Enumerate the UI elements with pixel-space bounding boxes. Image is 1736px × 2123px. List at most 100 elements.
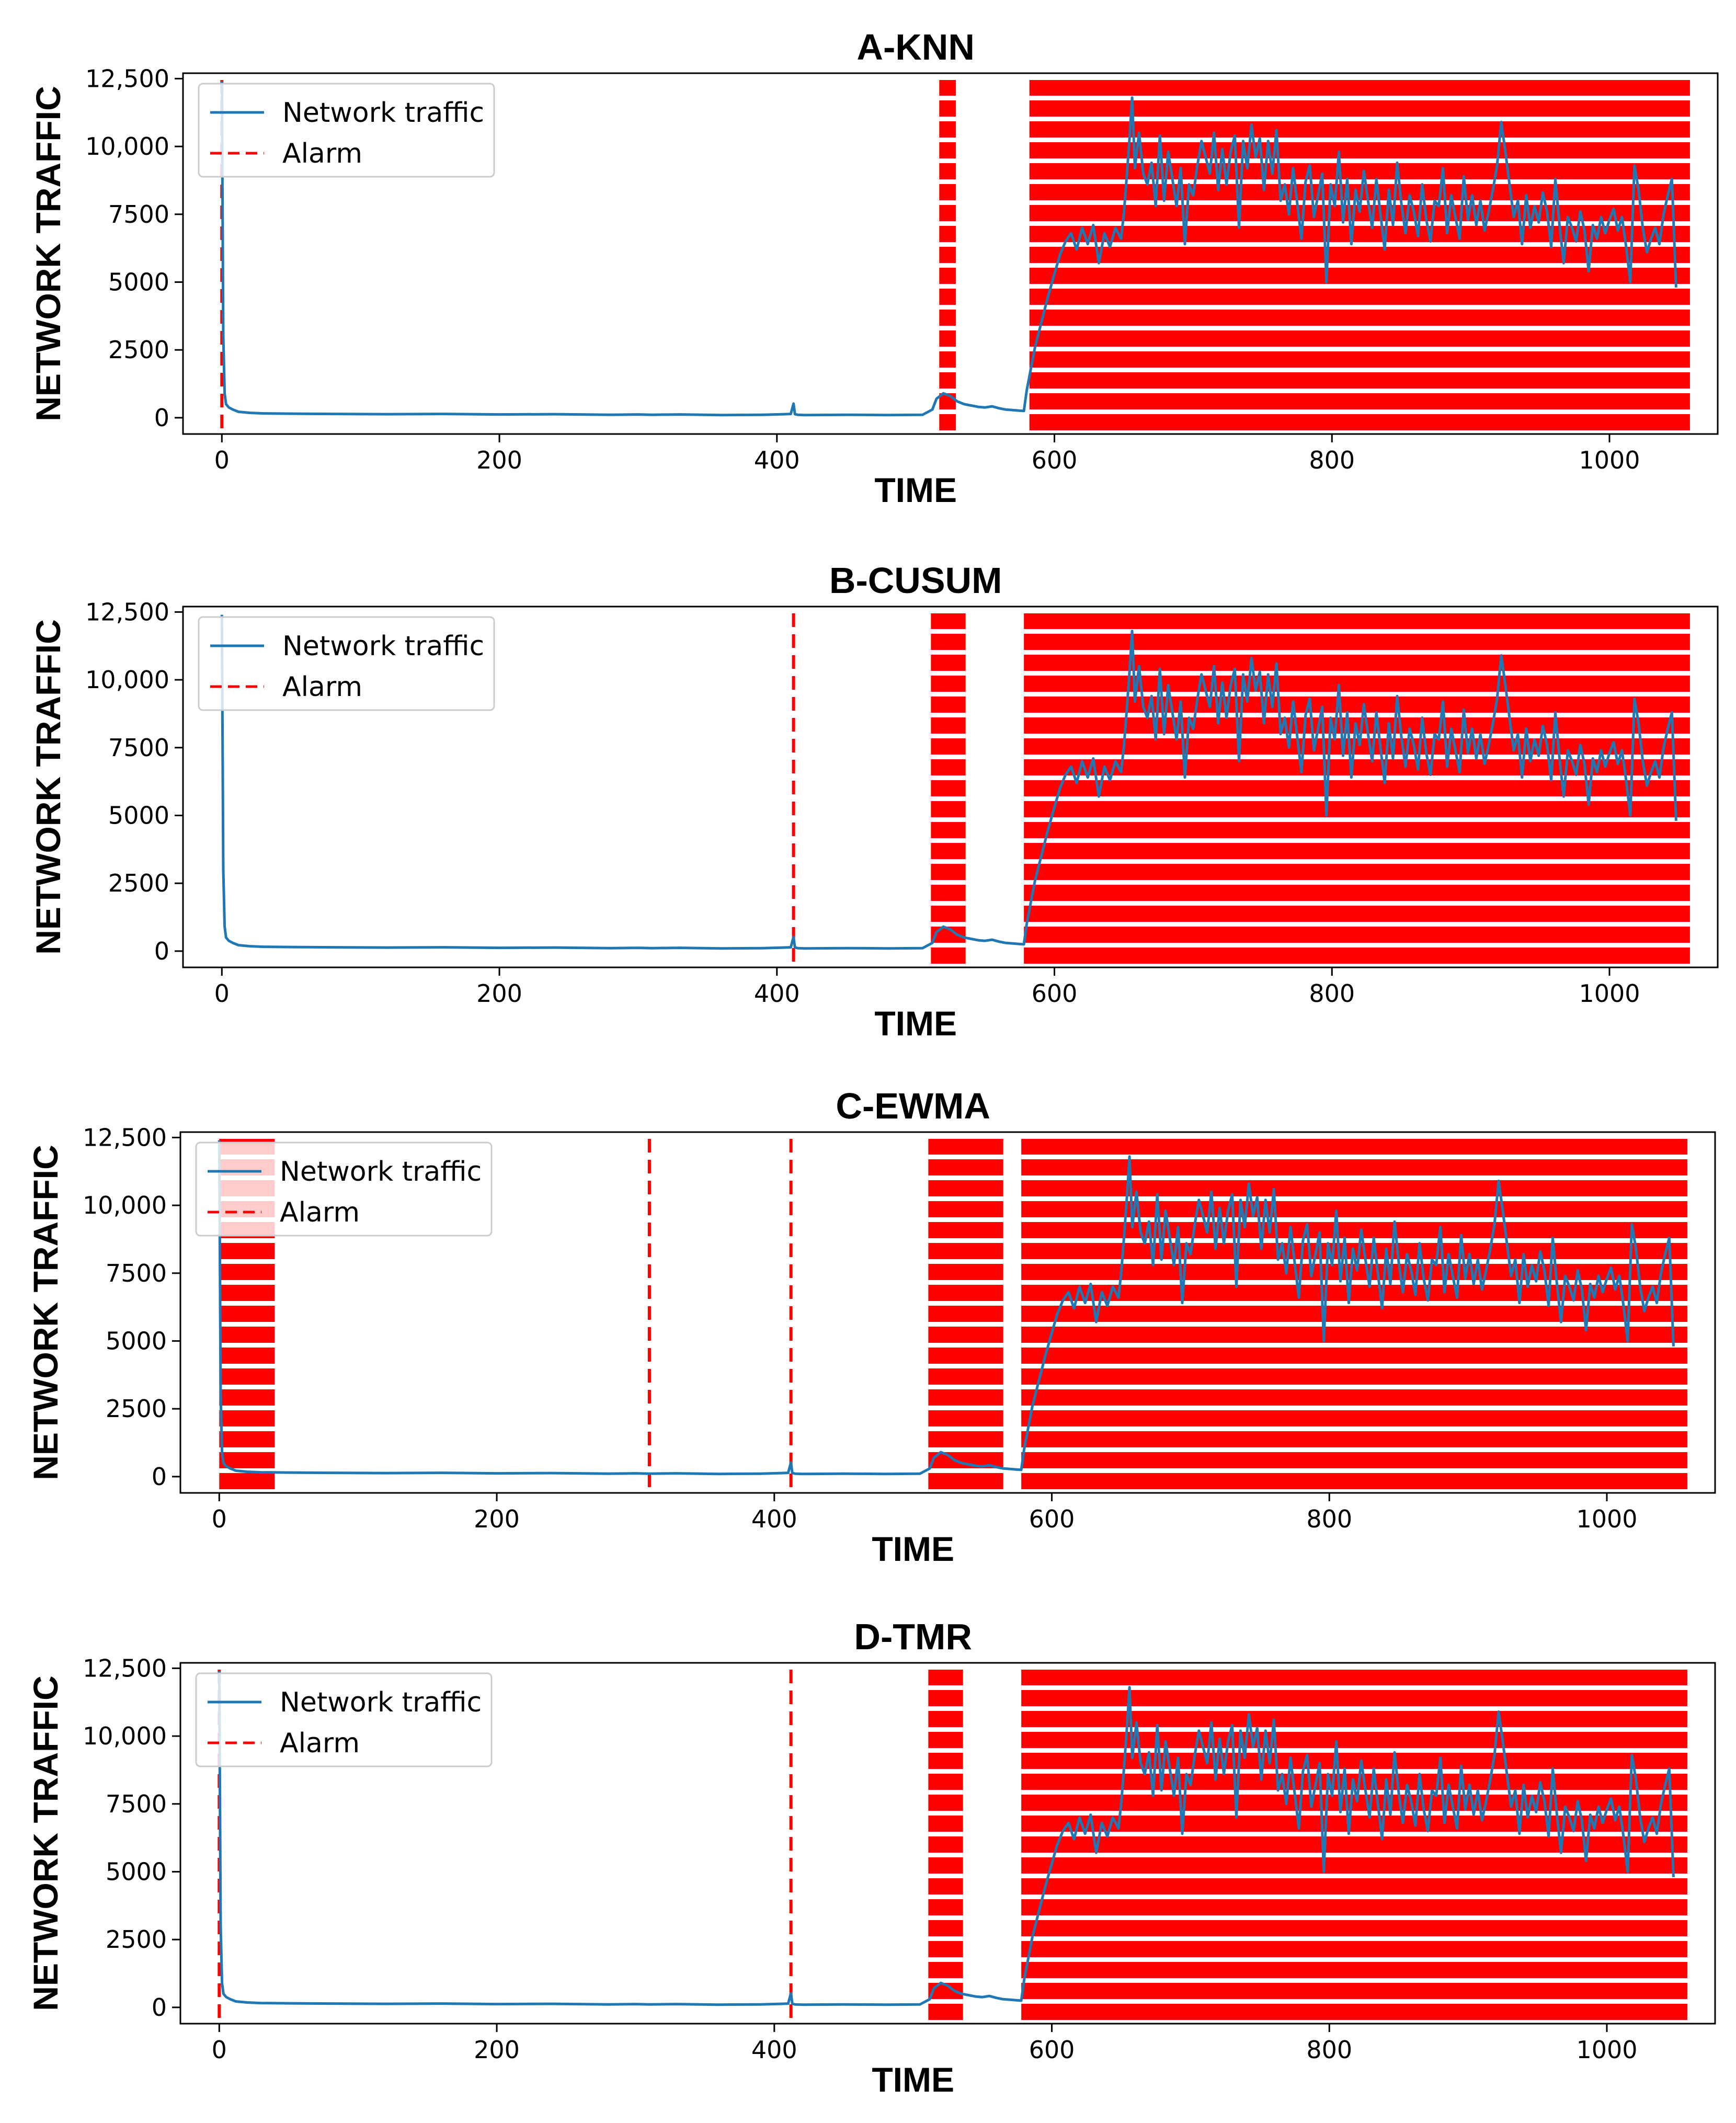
alarm-dash-gap [1029,430,1690,435]
alarm-dash-gap [1021,1685,1687,1690]
alarm-dash-gap [939,409,956,414]
alarm-dash-gap [219,1238,275,1243]
alarm-dash-gap [931,712,966,717]
x-tick-label: 800 [1306,2036,1352,2064]
x-tick-label: 0 [214,446,230,474]
alarm-dash-gap [939,158,956,163]
alarm-dash-gap [1024,712,1690,717]
alarm-dash-gap [1021,1426,1687,1431]
y-tick-label: 10,000 [83,1722,167,1750]
alarm-dash-gap [931,649,966,655]
x-tick-label: 600 [1032,979,1078,1008]
alarm-dash-gap [1029,242,1690,247]
y-tick-label: 10,000 [83,1191,167,1219]
alarm-dash-gap [1029,304,1690,310]
alarm-dash-gap [1021,1831,1687,1836]
alarm-dash-gap [931,733,966,738]
alarm-dash-gap [928,1685,963,1690]
alarm-dash-gap [1021,1280,1687,1285]
network-traffic-line [220,614,1677,950]
alarm-dash-gap [928,1384,1003,1389]
alarm-dash-gap [928,1936,963,1941]
alarm-dash-gap [1024,900,1690,906]
alarm-dash-gap [1024,921,1690,927]
alarm-dash-gap [1029,388,1690,393]
y-tick-label: 0 [154,404,169,432]
alarm-dash-gap [928,1489,1003,1494]
y-axis-label: NETWORK TRAFFIC [26,1145,65,1480]
alarm-dash-gap [1024,629,1690,634]
y-tick-label: 10,000 [85,666,169,694]
alarm-band-dash-gaps [931,629,1690,968]
alarm-dash-gap [1029,262,1690,268]
legend-label-alarm: Alarm [280,1728,360,1759]
panel-title: B-CUSUM [829,560,1002,601]
alarm-dash-gap [1029,325,1690,330]
alarm-dash-gap [931,796,966,801]
x-tick-label: 1000 [1579,446,1640,474]
alarm-dash-gap [928,1894,963,1899]
legend-label-alarm: Alarm [282,671,362,703]
alarm-dash-gap [931,942,966,948]
alarm-dash-gap [931,670,966,676]
alarm-dash-gap [1021,1706,1687,1711]
plot-frame [179,1662,1716,2025]
x-tick-label: 600 [1029,1505,1075,1533]
panels: A-KNN 0 200 400 600 800 1000 0 2500 5000 7500 10,00… [26,27,1719,2099]
alarm-band [928,1138,1003,1493]
alarm-dash-gap [928,1238,1003,1243]
alarm-dash-gap [1021,1489,1687,1494]
alarm-dash-gap [928,2019,963,2025]
alarm-dash-gap [1021,1217,1687,1222]
alarm-dash-gap [1021,1384,1687,1389]
alarm-dash-gap [928,1999,963,2004]
legend: Network traffic Alarm [198,83,495,178]
alarm-dash-gap [928,1342,1003,1348]
y-tick-label: 10,000 [85,132,169,161]
x-tick-label: 0 [212,2036,227,2064]
alarm-dash-gap [219,1300,275,1306]
x-tick-label: 0 [214,979,230,1008]
x-tick-label: 400 [754,979,800,1008]
x-axis-label: TIME [872,2060,954,2099]
alarm-dash-gap [1029,179,1690,184]
alarm-dash-gap [1021,1363,1687,1368]
y-axis-label: NETWORK TRAFFIC [29,86,67,421]
alarm-dash-gap [219,1259,275,1264]
legend-label-alarm: Alarm [280,1197,360,1228]
x-axis-label: TIME [872,1530,954,1568]
alarm-dash-gap [931,754,966,759]
network-traffic-line [220,81,1677,417]
alarm-dash-gap [219,1405,275,1410]
legend: Network traffic Alarm [198,616,495,711]
y-tick-label: 2500 [106,1925,167,1954]
alarm-dash-gap [939,283,956,289]
plot-frame [179,1131,1716,1494]
y-tick-label: 0 [152,1993,167,2022]
alarm-dash-gap [939,325,956,330]
alarm-dash-gap [939,304,956,310]
alarm-dash-gap [939,221,956,226]
y-tick-label: 2500 [108,336,169,364]
alarm-dash-gap [939,116,956,121]
alarm-dash-gap [931,921,966,927]
alarm-dash-gap [928,1175,1003,1180]
alarm-dash-gap [219,1489,275,1494]
alarm-dash-gap [939,367,956,372]
alarm-dash-gap [1021,1873,1687,1878]
y-tick-label: 0 [152,1463,167,1491]
panel-title: D-TMR [854,1616,972,1657]
alarm-dash-gap [928,1217,1003,1222]
y-tick-label: 2500 [108,869,169,897]
y-tick-label: 2500 [106,1395,167,1423]
alarm-dash-gap [219,1363,275,1368]
x-tick-label: 600 [1029,2036,1075,2064]
y-tick-label: 12,500 [83,1654,167,1682]
alarm-dash-gap [1021,1957,1687,1962]
alarm-dash-gap [1029,346,1690,351]
alarm-dash-gap [931,859,966,864]
x-tick-label: 1000 [1576,1505,1637,1533]
alarm-dash-gap [1024,942,1690,948]
alarm-dash-gap [928,1915,963,1920]
legend-label-alarm: Alarm [282,138,362,169]
